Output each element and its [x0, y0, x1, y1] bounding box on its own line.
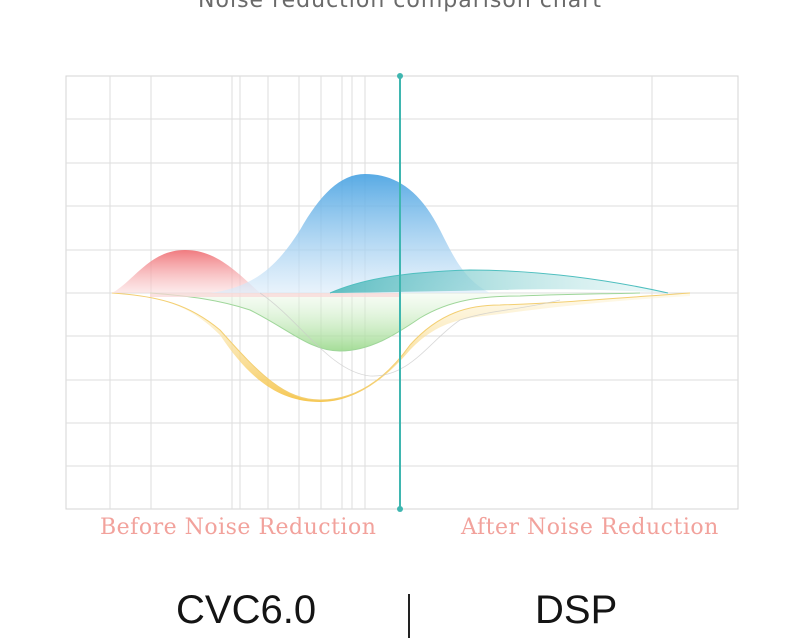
yellow-noise-curve	[112, 293, 690, 402]
teal-noise-curve	[330, 270, 668, 293]
green-noise-outline	[149, 292, 641, 352]
red-noise-curve	[112, 250, 260, 293]
before-noise-label: Before Noise Reduction	[100, 515, 377, 540]
green-noise-curve	[150, 293, 640, 351]
after-noise-label: After Noise Reduction	[461, 515, 719, 540]
divider-top-dot	[397, 73, 403, 79]
cvc-title: CVC6.0	[176, 588, 317, 632]
pink-baseline-band	[150, 293, 400, 297]
noise-waveform-graph	[65, 73, 739, 512]
teal-noise-outline	[329, 269, 669, 294]
thin-trace-line	[259, 292, 561, 377]
title-divider	[408, 594, 410, 638]
dsp-title: DSP	[535, 588, 618, 632]
divider-bottom-dot	[397, 506, 403, 512]
blue-noise-curve	[210, 174, 490, 293]
top-caption: Noise reduction comparison chart	[198, 0, 602, 13]
